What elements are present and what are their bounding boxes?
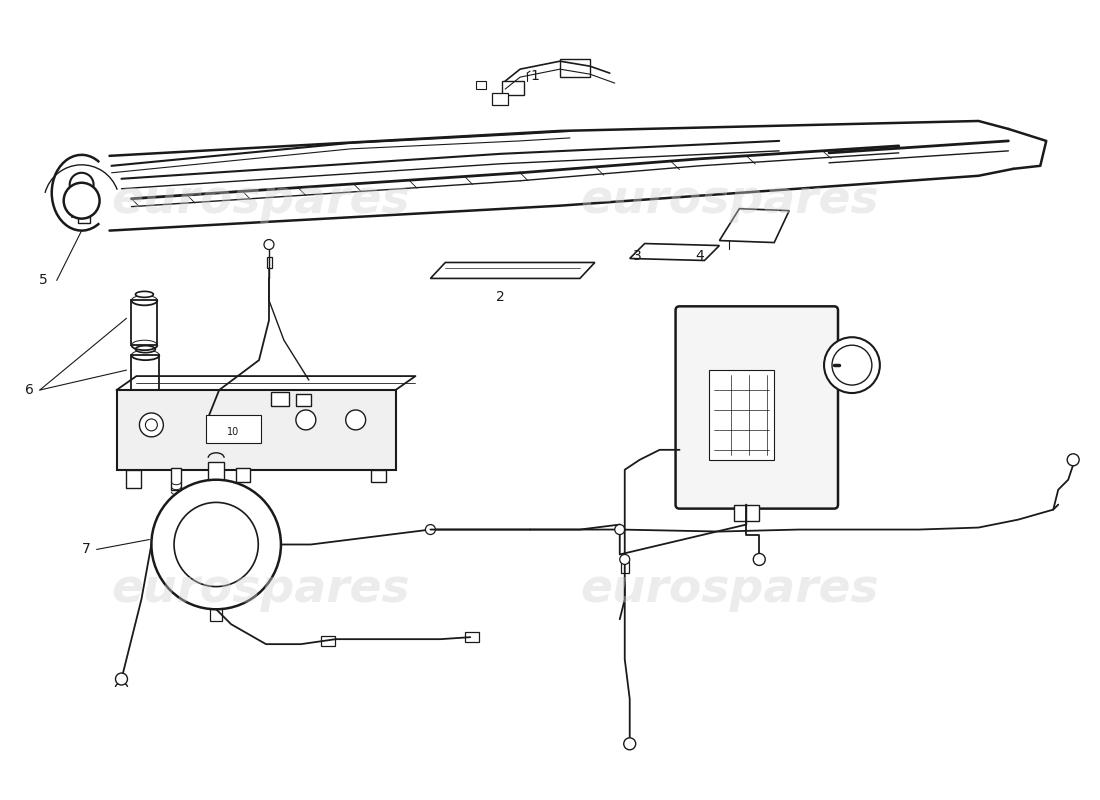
Text: eurospares: eurospares [580,567,879,612]
FancyBboxPatch shape [675,306,838,509]
FancyBboxPatch shape [78,217,89,222]
Text: 7: 7 [82,542,91,557]
Circle shape [64,182,100,218]
Text: 1: 1 [530,69,539,83]
Circle shape [615,525,625,534]
FancyBboxPatch shape [210,607,222,622]
FancyBboxPatch shape [183,514,250,575]
FancyBboxPatch shape [236,468,250,482]
FancyBboxPatch shape [267,257,272,269]
Circle shape [116,673,128,685]
FancyBboxPatch shape [476,81,486,89]
Circle shape [754,554,766,566]
Circle shape [69,173,94,197]
FancyBboxPatch shape [620,562,629,574]
FancyBboxPatch shape [72,209,86,217]
FancyBboxPatch shape [132,355,160,423]
Circle shape [824,338,880,393]
Polygon shape [719,209,789,242]
Text: 4: 4 [695,249,704,262]
Circle shape [1067,454,1079,466]
Circle shape [145,419,157,431]
FancyBboxPatch shape [710,370,774,460]
Circle shape [174,502,258,586]
FancyBboxPatch shape [206,415,261,443]
FancyBboxPatch shape [208,462,224,480]
FancyBboxPatch shape [465,632,480,642]
Circle shape [140,413,163,437]
Circle shape [619,554,629,565]
FancyBboxPatch shape [503,81,524,95]
Polygon shape [629,243,719,261]
Ellipse shape [135,291,153,298]
FancyBboxPatch shape [560,59,590,77]
FancyBboxPatch shape [296,394,311,406]
FancyBboxPatch shape [492,93,508,105]
Text: 3: 3 [634,249,642,262]
FancyBboxPatch shape [126,470,142,488]
Circle shape [832,345,872,385]
FancyBboxPatch shape [321,636,334,646]
Text: 6: 6 [25,383,34,397]
FancyBboxPatch shape [735,505,759,521]
Circle shape [152,480,280,610]
Circle shape [426,525,436,534]
Text: 10: 10 [227,427,239,437]
Ellipse shape [135,346,155,353]
Circle shape [296,410,316,430]
FancyBboxPatch shape [132,300,157,345]
Circle shape [624,738,636,750]
Text: 2: 2 [496,290,505,304]
Text: eurospares: eurospares [112,567,410,612]
Polygon shape [430,262,595,278]
FancyBboxPatch shape [271,392,289,406]
Text: eurospares: eurospares [112,178,410,223]
Circle shape [345,410,365,430]
FancyBboxPatch shape [371,470,386,482]
FancyBboxPatch shape [117,390,396,470]
Text: eurospares: eurospares [580,178,879,223]
Circle shape [264,239,274,250]
Text: 5: 5 [40,274,48,287]
Ellipse shape [838,351,866,379]
FancyBboxPatch shape [172,468,182,490]
